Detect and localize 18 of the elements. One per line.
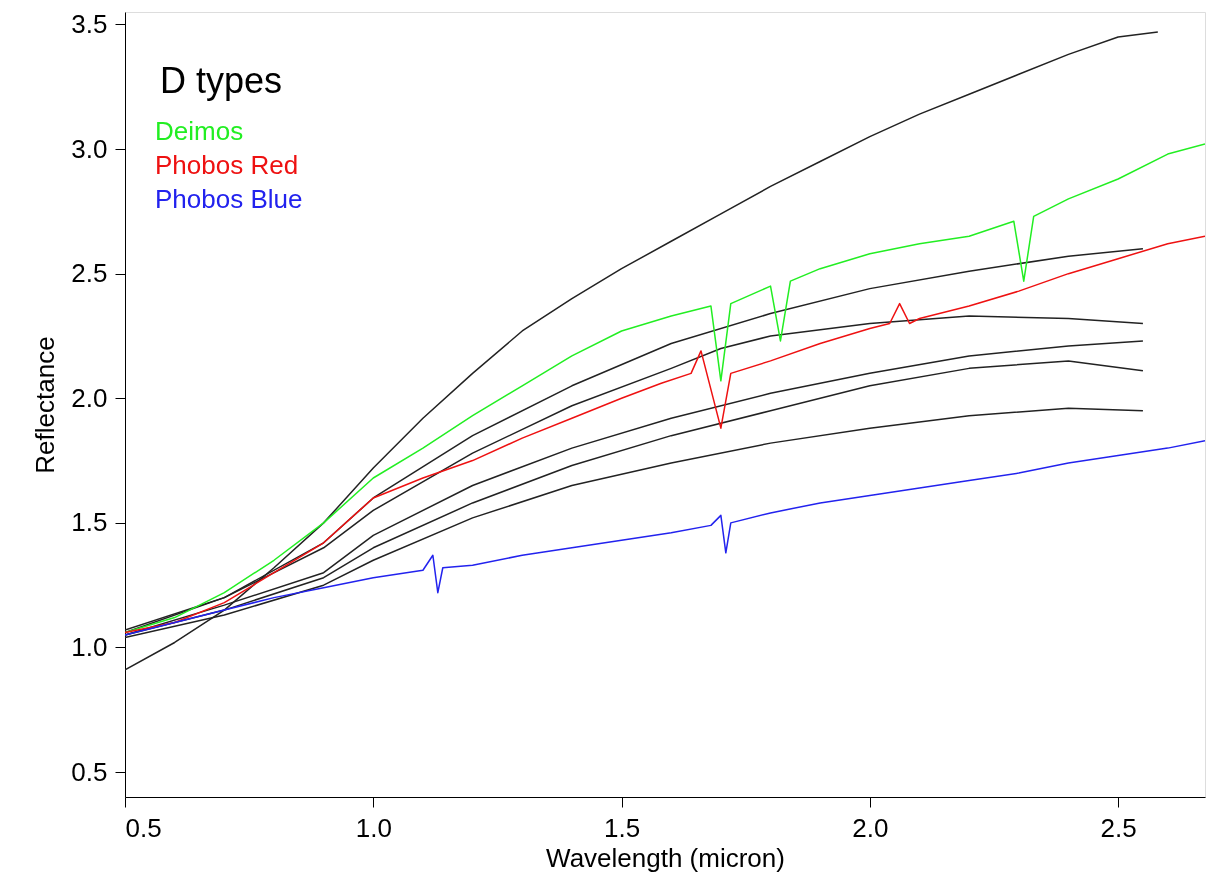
annotation: D types [160, 60, 283, 101]
y-tick-label: 3.5 [71, 8, 108, 39]
y-tick-label: 0.5 [71, 756, 108, 787]
y-tick-label: 2.5 [71, 258, 108, 289]
y-tick-label: 1.0 [71, 631, 108, 662]
y-tick-label: 2.0 [71, 382, 108, 413]
x-tick-label: 1.0 [355, 812, 392, 843]
x-tick-label: 1.5 [603, 812, 641, 843]
text: Phobos Blue [155, 184, 303, 214]
x-tick-label: 2.0 [852, 812, 889, 843]
text: Phobos Red [155, 150, 299, 180]
x-tick-label: 0.5 [125, 812, 162, 843]
y-axis-title: Reflectance [30, 336, 61, 474]
y-tick-label: 1.5 [71, 507, 108, 538]
y-tick-label: 3.0 [71, 133, 108, 164]
x-axis-title: Wavelength (micron) [546, 842, 785, 873]
x-tick-label: 2.5 [1100, 812, 1137, 843]
text: Deimos [155, 116, 244, 146]
